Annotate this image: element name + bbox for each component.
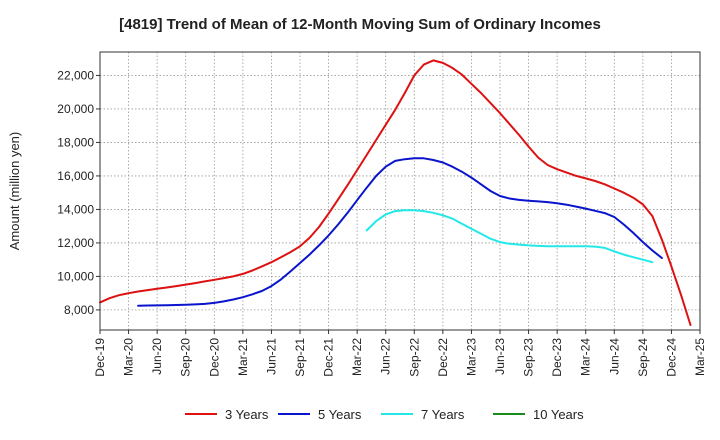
y-tick-label: 12,000 bbox=[57, 236, 94, 250]
series-line-3-years bbox=[99, 59, 692, 326]
y-axis-label: Amount (million yen) bbox=[7, 132, 22, 251]
x-tick-label: Jun-20 bbox=[150, 338, 164, 375]
grid bbox=[100, 52, 700, 330]
y-tick-label: 20,000 bbox=[57, 102, 94, 116]
x-tick-label: Sep-23 bbox=[522, 338, 536, 377]
x-tick-label: Dec-23 bbox=[550, 338, 564, 377]
x-tick-label: Dec-19 bbox=[93, 338, 107, 377]
x-tick-label: Dec-21 bbox=[322, 338, 336, 377]
legend-label: 10 Years bbox=[533, 407, 584, 422]
x-tick-label: Sep-20 bbox=[179, 338, 193, 377]
legend-label: 3 Years bbox=[225, 407, 269, 422]
series-lines bbox=[99, 59, 692, 326]
x-tick-label: Mar-25 bbox=[693, 338, 707, 376]
x-tick-label: Sep-24 bbox=[636, 338, 650, 377]
x-tick-label: Mar-20 bbox=[122, 338, 136, 376]
x-axis-ticks: Dec-19 Mar-20 Jun-20 Sep-20 Dec-20 Mar-21 Jun-… bbox=[93, 330, 707, 377]
x-tick-label: Mar-22 bbox=[350, 338, 364, 376]
y-tick-label: 8,000 bbox=[64, 303, 94, 317]
series-line-7-years bbox=[365, 209, 654, 264]
x-tick-label: Dec-24 bbox=[664, 338, 678, 377]
legend: 3 Years 5 Years 7 Years 10 Years bbox=[185, 407, 584, 422]
legend-label: 7 Years bbox=[421, 407, 465, 422]
y-tick-label: 16,000 bbox=[57, 169, 94, 183]
x-tick-label: Mar-24 bbox=[579, 338, 593, 376]
x-tick-label: Dec-20 bbox=[207, 338, 221, 377]
y-tick-label: 18,000 bbox=[57, 135, 94, 149]
y-tick-label: 10,000 bbox=[57, 269, 94, 283]
x-tick-label: Jun-22 bbox=[379, 338, 393, 375]
y-tick-label: 22,000 bbox=[57, 68, 94, 82]
x-tick-label: Sep-22 bbox=[407, 338, 421, 377]
y-axis-ticks: 8,000 10,000 12,000 14,000 16,000 18,000 20,00… bbox=[57, 68, 100, 317]
x-tick-label: Mar-21 bbox=[236, 338, 250, 376]
x-tick-label: Jun-23 bbox=[493, 338, 507, 375]
chart-title: [4819] Trend of Mean of 12-Month Moving … bbox=[119, 16, 601, 33]
x-tick-label: Jun-24 bbox=[607, 338, 621, 375]
x-tick-label: Jun-21 bbox=[264, 338, 278, 375]
plot-area-border bbox=[99, 51, 701, 331]
x-tick-label: Mar-23 bbox=[464, 338, 478, 376]
x-tick-label: Sep-21 bbox=[293, 338, 307, 377]
series-line-5-years bbox=[137, 157, 663, 307]
y-tick-label: 14,000 bbox=[57, 202, 94, 216]
legend-label: 5 Years bbox=[318, 407, 362, 422]
x-tick-label: Dec-22 bbox=[436, 338, 450, 377]
